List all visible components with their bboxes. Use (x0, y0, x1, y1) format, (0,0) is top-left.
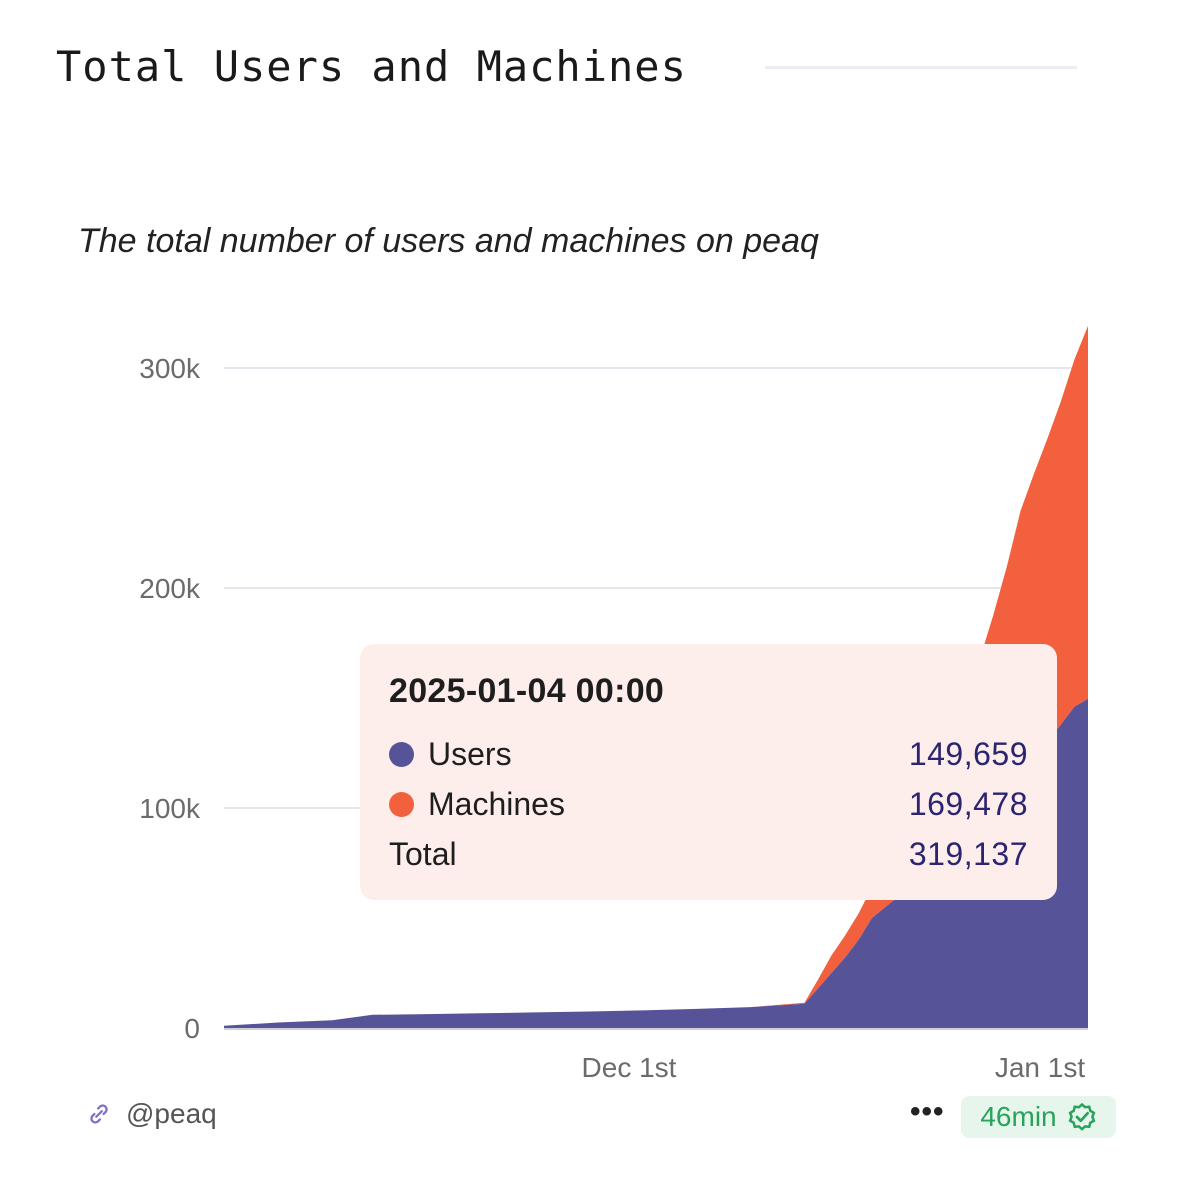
freshness-text: 46min (980, 1101, 1057, 1132)
y-tick-label: 300k (139, 353, 201, 384)
users-legend-dot (389, 741, 414, 767)
title-divider (765, 66, 1077, 69)
tooltip-date: 2025-01-04 00:00 (389, 672, 665, 710)
tooltip-value: 169,478 (908, 785, 1028, 822)
more-horizontal-icon[interactable]: ••• (910, 1095, 945, 1128)
y-tick-label: 200k (139, 573, 201, 604)
chart-canvas[interactable]: 0 100k 200k 300k Dec 1st Jan 1st (0, 0, 1200, 1090)
freshness-badge: 46min (961, 1096, 1116, 1138)
x-tick-label: Jan 1st (995, 1052, 1085, 1083)
chart-tooltip: 2025-01-04 00:00 Users 149,659 Machines … (360, 644, 1057, 900)
link-icon (90, 1104, 108, 1124)
tooltip-row-users: Users 149,659 (389, 729, 1028, 779)
creator-link[interactable]: @peaq (88, 1098, 217, 1130)
tooltip-row-machines: Machines 169,478 (389, 779, 1028, 829)
verified-check-icon (1068, 1102, 1096, 1131)
creator-handle: @peaq (126, 1098, 217, 1129)
tooltip-label: Total (389, 835, 457, 872)
tooltip-label: Users (428, 735, 512, 772)
users-area (224, 698, 1088, 1028)
tooltip-value: 149,659 (908, 735, 1028, 772)
tooltip-row-total: Total 319,137 (389, 829, 1028, 879)
chart-subtitle: The total number of users and machines o… (78, 222, 819, 260)
y-tick-label: 100k (139, 793, 201, 824)
tooltip-label: Machines (428, 785, 565, 822)
page-title: Total Users and Machines (56, 42, 687, 91)
x-tick-label: Dec 1st (582, 1052, 677, 1083)
tooltip-value: 319,137 (908, 835, 1028, 872)
machines-legend-dot (389, 791, 414, 817)
y-tick-label: 0 (184, 1013, 200, 1044)
